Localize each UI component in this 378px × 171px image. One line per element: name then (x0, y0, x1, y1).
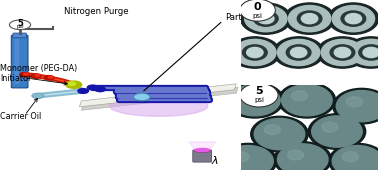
Circle shape (288, 5, 331, 32)
Circle shape (219, 143, 277, 171)
Circle shape (273, 37, 324, 68)
Circle shape (257, 14, 274, 24)
Circle shape (334, 47, 351, 58)
Circle shape (78, 89, 88, 93)
Circle shape (312, 116, 362, 147)
Circle shape (278, 82, 336, 118)
Circle shape (254, 119, 305, 150)
Text: psi: psi (254, 97, 264, 103)
Circle shape (336, 90, 378, 122)
Circle shape (229, 85, 280, 116)
Circle shape (31, 74, 41, 78)
Circle shape (264, 125, 280, 135)
Ellipse shape (110, 96, 208, 116)
Text: psi: psi (16, 24, 24, 29)
Circle shape (290, 47, 307, 58)
Circle shape (20, 73, 29, 77)
Circle shape (251, 116, 308, 152)
Ellipse shape (194, 149, 211, 152)
Circle shape (317, 37, 368, 68)
Circle shape (66, 81, 82, 88)
Circle shape (341, 11, 366, 26)
FancyBboxPatch shape (14, 39, 19, 84)
Circle shape (95, 87, 105, 92)
Circle shape (288, 150, 304, 160)
Circle shape (286, 45, 311, 60)
Circle shape (277, 39, 320, 66)
Circle shape (240, 83, 278, 107)
Circle shape (87, 85, 98, 90)
Circle shape (346, 97, 363, 107)
FancyBboxPatch shape (11, 35, 28, 88)
Text: 5: 5 (255, 86, 263, 96)
Circle shape (254, 11, 278, 26)
Circle shape (234, 39, 276, 66)
Circle shape (245, 5, 287, 32)
Circle shape (223, 146, 273, 171)
Circle shape (233, 152, 249, 162)
Circle shape (297, 11, 322, 26)
Circle shape (291, 91, 308, 101)
Circle shape (44, 76, 54, 80)
Circle shape (32, 93, 44, 98)
Circle shape (332, 5, 375, 32)
Polygon shape (81, 87, 238, 110)
Circle shape (133, 93, 150, 101)
Circle shape (308, 114, 366, 149)
Text: psi: psi (253, 13, 263, 19)
Circle shape (226, 82, 284, 118)
Circle shape (363, 47, 378, 58)
Circle shape (229, 37, 280, 68)
Circle shape (35, 74, 40, 76)
Circle shape (328, 3, 378, 34)
Text: 0: 0 (254, 2, 262, 12)
Ellipse shape (195, 148, 210, 152)
Circle shape (246, 47, 263, 58)
Circle shape (332, 146, 378, 171)
Circle shape (342, 152, 358, 162)
Circle shape (243, 45, 267, 60)
Text: Monomer (PEG-DA): Monomer (PEG-DA) (0, 64, 77, 73)
FancyBboxPatch shape (13, 33, 26, 38)
Text: Carrier Oil: Carrier Oil (0, 112, 41, 121)
Text: 5: 5 (17, 19, 23, 28)
Circle shape (274, 142, 332, 171)
Text: Initiator: Initiator (0, 74, 31, 83)
Text: $\lambda$: $\lambda$ (211, 154, 218, 166)
Circle shape (277, 144, 328, 171)
FancyBboxPatch shape (193, 150, 212, 162)
Circle shape (301, 14, 318, 24)
Text: Nitrogen Purge: Nitrogen Purge (64, 8, 129, 16)
Circle shape (333, 88, 378, 124)
Circle shape (284, 3, 335, 34)
Circle shape (329, 143, 378, 171)
Circle shape (321, 39, 364, 66)
Circle shape (240, 91, 256, 101)
Circle shape (330, 45, 355, 60)
Circle shape (240, 0, 275, 21)
Circle shape (68, 82, 76, 86)
Circle shape (322, 122, 338, 132)
Circle shape (345, 14, 362, 24)
Circle shape (24, 73, 28, 75)
Circle shape (240, 3, 291, 34)
Polygon shape (79, 84, 236, 107)
Circle shape (282, 85, 332, 116)
Polygon shape (189, 142, 215, 150)
Circle shape (48, 76, 53, 78)
Circle shape (350, 39, 378, 66)
Circle shape (346, 37, 378, 68)
Text: Particles: Particles (225, 13, 261, 22)
Circle shape (9, 20, 31, 30)
Circle shape (359, 45, 378, 60)
